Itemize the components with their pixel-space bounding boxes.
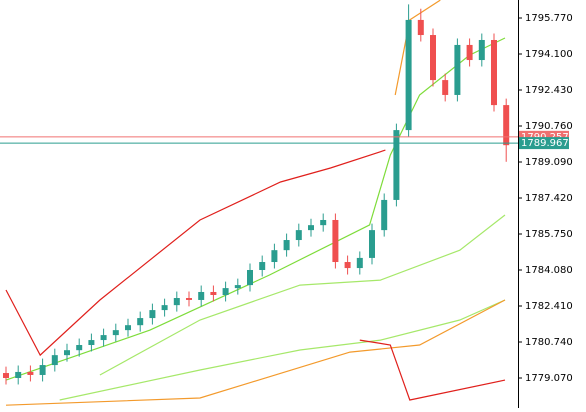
candle-body <box>64 350 70 356</box>
price-label-box <box>519 137 569 150</box>
price-axis: 1795.770 1794.100 1792.430 1790.760 1789.090… <box>518 13 573 384</box>
candle-body <box>320 219 327 226</box>
candle-body <box>478 39 485 61</box>
candle-body <box>51 355 58 366</box>
candle-body <box>210 291 217 296</box>
candle-body <box>356 257 363 269</box>
candle-body <box>393 130 400 200</box>
price-label: 1789.967 <box>521 138 569 149</box>
candle-body <box>76 345 83 351</box>
y-tick-label: 1790.760 <box>525 121 573 132</box>
candle-body <box>369 230 375 258</box>
candle-body <box>161 305 168 311</box>
y-tick-label: 1782.410 <box>525 301 573 312</box>
candle-body <box>125 325 131 331</box>
candle-body <box>283 240 290 251</box>
y-tick-label: 1792.430 <box>525 85 573 96</box>
y-tick-label: 1789.090 <box>525 157 573 168</box>
candle-body <box>3 373 9 378</box>
y-tick-label: 1794.100 <box>525 49 573 60</box>
indicator-line <box>59 299 506 401</box>
indicator-line <box>5 37 506 381</box>
candle-body <box>430 35 436 81</box>
indicator-line <box>359 339 506 401</box>
candle-body <box>27 371 34 375</box>
indicator-line <box>5 299 506 406</box>
plot-area <box>0 0 518 406</box>
y-tick-label: 1785.750 <box>525 229 573 240</box>
candle-body <box>173 298 180 306</box>
candle-body <box>308 225 314 231</box>
indicator-line <box>5 149 386 357</box>
candle-body <box>491 39 497 106</box>
candle-body <box>344 262 351 269</box>
candle-body <box>247 269 253 286</box>
candle-body <box>137 318 144 326</box>
candle-body <box>503 105 510 146</box>
candle-body <box>88 340 95 346</box>
candle-body <box>295 230 302 241</box>
y-tick-label: 1795.770 <box>525 13 573 24</box>
candle-body <box>466 44 473 61</box>
candle-body <box>405 19 412 131</box>
candle-body <box>454 44 461 95</box>
candle-body <box>234 285 241 289</box>
candle-body <box>100 335 107 341</box>
candle-body <box>15 371 22 378</box>
candle-body <box>39 365 46 375</box>
indicator-line <box>99 214 506 376</box>
candle-body <box>259 262 266 270</box>
candle-body <box>442 80 449 95</box>
y-tick-label: 1779.070 <box>525 373 573 384</box>
indicator-line <box>394 0 441 96</box>
candle-body <box>112 330 119 336</box>
candle-body <box>149 310 156 319</box>
candle-body <box>381 199 388 231</box>
candle-body <box>222 288 229 296</box>
y-tick-label: 1784.080 <box>525 265 573 276</box>
candle-body <box>332 219 339 263</box>
candle-body <box>198 291 205 300</box>
y-tick-label: 1787.420 <box>525 193 573 204</box>
candle-body <box>271 250 278 263</box>
y-tick-label: 1780.740 <box>525 337 573 348</box>
candle-body <box>186 298 192 300</box>
candle-body <box>417 19 424 36</box>
